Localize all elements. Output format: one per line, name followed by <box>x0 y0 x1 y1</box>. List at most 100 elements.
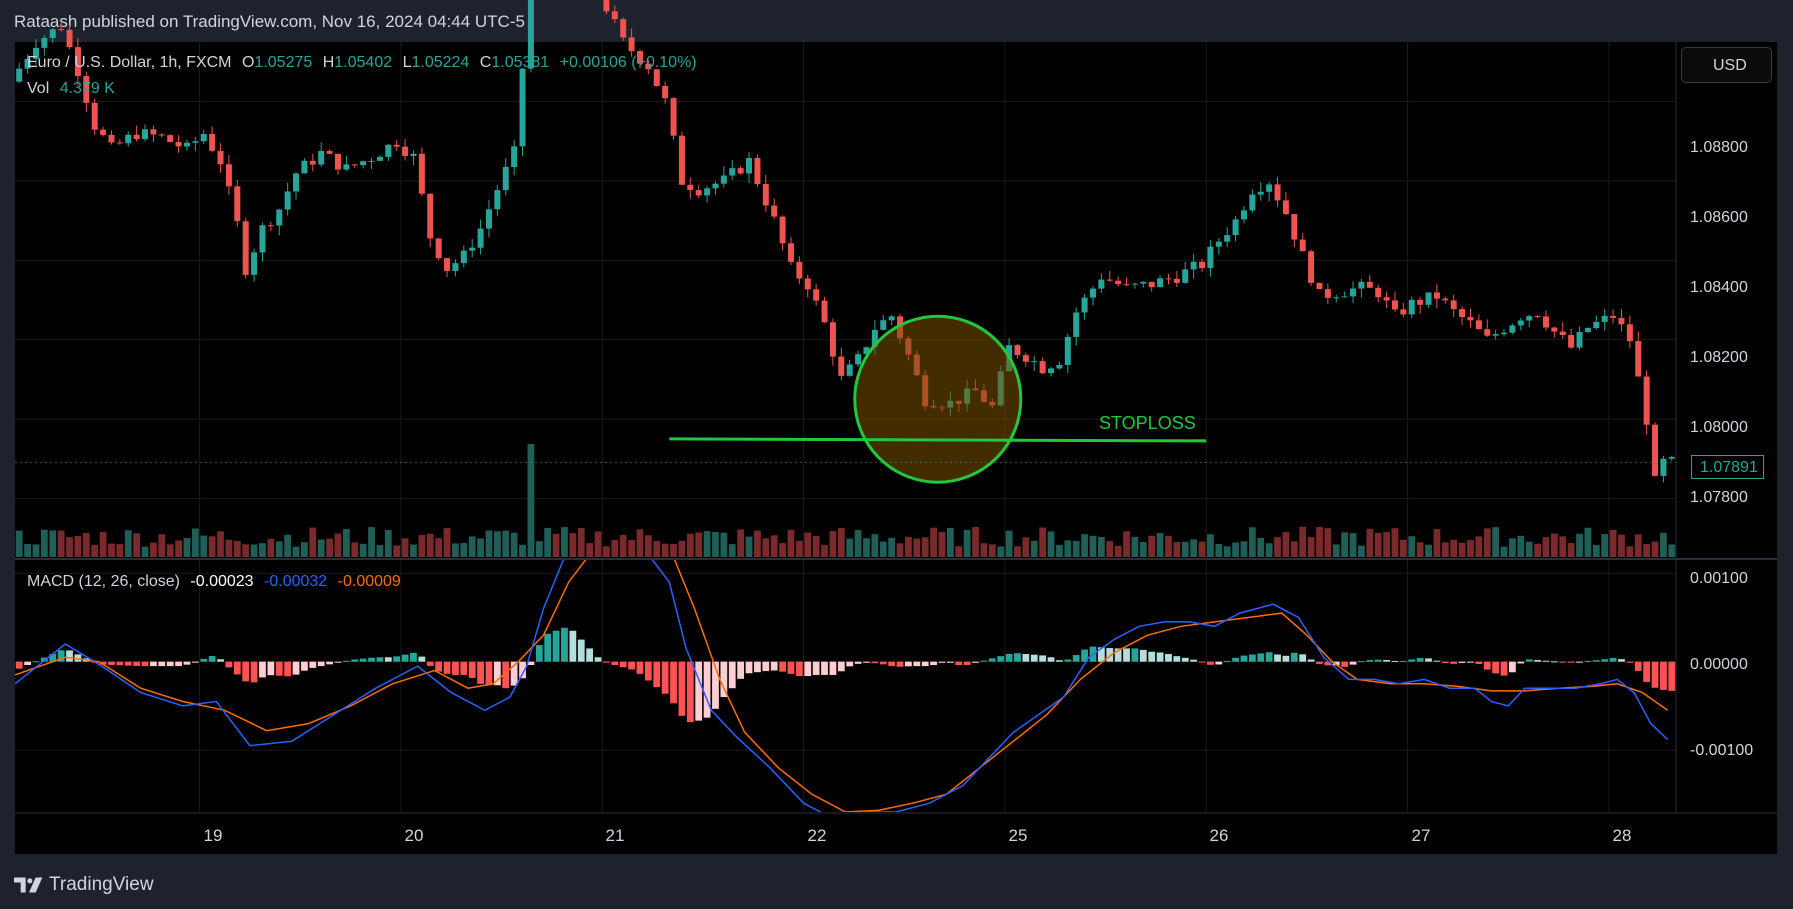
volume-bar <box>510 532 518 557</box>
candle-body <box>1224 235 1231 242</box>
volume-bar <box>745 536 753 557</box>
candle-body <box>880 320 887 330</box>
macd-histogram-bar <box>1332 661 1340 666</box>
macd-histogram-bar <box>779 661 786 672</box>
candle-body <box>1266 184 1273 192</box>
macd-histogram-bar <box>1274 654 1281 662</box>
time-tick: 26 <box>1209 826 1229 845</box>
macd-histogram-bar <box>712 661 719 709</box>
currency-button[interactable]: USD <box>1681 47 1772 83</box>
macd-histogram-bar <box>250 661 258 683</box>
ohlc-legend[interactable]: Euro / U.S. Dollar, 1h, FXCM O1.05275 H1… <box>27 54 703 72</box>
macd-histogram-bar <box>812 661 820 675</box>
candle-body <box>284 191 291 210</box>
candle-body <box>527 0 534 69</box>
macd-histogram-bar <box>1525 659 1533 662</box>
macd-histogram-bar <box>510 661 518 686</box>
macd-histogram-bar <box>611 661 619 665</box>
macd-histogram-bar <box>1584 661 1592 663</box>
volume-bar <box>24 544 31 557</box>
candle-body <box>645 63 652 70</box>
candle-body <box>1333 297 1340 299</box>
macd-histogram-bar <box>795 661 803 677</box>
volume-bar <box>1215 543 1223 557</box>
volume-bar <box>1014 546 1021 557</box>
volume-bar <box>1123 531 1130 557</box>
macd-histogram-bar <box>1324 661 1332 666</box>
volume-bar <box>1240 541 1248 557</box>
macd-histogram-bar <box>1399 660 1407 662</box>
candle-body <box>1056 364 1063 369</box>
macd-histogram-bar <box>1240 655 1248 662</box>
volume-bar <box>770 535 778 557</box>
macd-histogram-bar <box>217 659 224 662</box>
signal-line <box>15 560 1669 812</box>
volume-bar <box>208 536 216 557</box>
volume-bar <box>737 529 745 557</box>
volume-bar <box>888 537 896 557</box>
volume-bar <box>1441 542 1449 557</box>
macd-histogram-bar <box>1517 661 1525 664</box>
volume-bar <box>284 534 292 557</box>
candle-body <box>1492 334 1499 336</box>
volume-legend[interactable]: Vol 4.379 K <box>27 80 121 98</box>
macd-histogram-bar <box>1248 654 1256 662</box>
macd-histogram-bar <box>1341 661 1349 667</box>
macd-histogram-bar <box>1651 661 1659 688</box>
macd-histogram-bar <box>452 661 459 675</box>
volume-bar <box>141 546 149 557</box>
candle-body <box>1417 299 1424 305</box>
macd-histogram-bar <box>972 661 979 663</box>
candle-body <box>460 250 467 264</box>
candle-body <box>142 129 149 140</box>
volume-bar <box>1089 535 1097 557</box>
candle-body <box>1542 316 1549 328</box>
volume-bar <box>519 544 526 557</box>
volume-bar <box>1114 545 1122 557</box>
candle-body <box>1350 288 1357 297</box>
volume-bar <box>1223 546 1231 557</box>
macd-histogram-bar <box>292 661 300 675</box>
macd-histogram-bar <box>191 661 199 663</box>
candle-body <box>1215 241 1222 247</box>
candle-body <box>108 134 115 143</box>
candle-body <box>846 364 853 376</box>
price-tick: 1.08200 <box>1690 349 1748 366</box>
volume-bar <box>854 530 862 557</box>
macd-histogram-bar <box>410 652 417 662</box>
macd-histogram-bar <box>74 654 82 662</box>
volume-bar <box>1332 544 1340 557</box>
macd-histogram-bar <box>569 630 577 662</box>
symbol-title[interactable]: Euro / U.S. Dollar, 1h, FXCM <box>27 54 232 71</box>
macd-line <box>15 560 1669 812</box>
candle-body <box>1358 281 1365 289</box>
volume-bar <box>1030 540 1038 557</box>
volume-bar <box>242 544 250 557</box>
macd-histogram-bar <box>678 661 686 716</box>
volume-bar <box>997 546 1005 557</box>
candle-body <box>376 156 383 161</box>
volume-bar <box>913 538 921 557</box>
volume-bar <box>108 543 115 557</box>
candle-body <box>1190 261 1197 270</box>
volume-bar <box>183 538 191 557</box>
candle-body <box>427 193 434 239</box>
volume-bar <box>871 534 879 557</box>
macd-histogram-bar <box>242 661 250 682</box>
volume-bar <box>233 540 241 557</box>
macd-histogram-bar <box>963 661 971 665</box>
macd-legend[interactable]: MACD (12, 26, close) -0.00023 -0.00032 -… <box>27 573 407 591</box>
volume-key: Vol <box>27 80 50 97</box>
volume-bar <box>1416 542 1424 557</box>
top-bar: Rataash published on TradingView.com, No… <box>0 0 1793 42</box>
candle-body <box>1450 300 1457 310</box>
volume-bar <box>468 536 476 557</box>
volume-bar <box>1341 532 1349 557</box>
candle-body <box>494 190 501 210</box>
volume-bar <box>544 527 552 557</box>
volume-bar <box>1651 541 1659 557</box>
candle-body <box>1039 361 1046 374</box>
macd-histogram-bar <box>418 656 426 662</box>
candle-body <box>1526 316 1533 321</box>
